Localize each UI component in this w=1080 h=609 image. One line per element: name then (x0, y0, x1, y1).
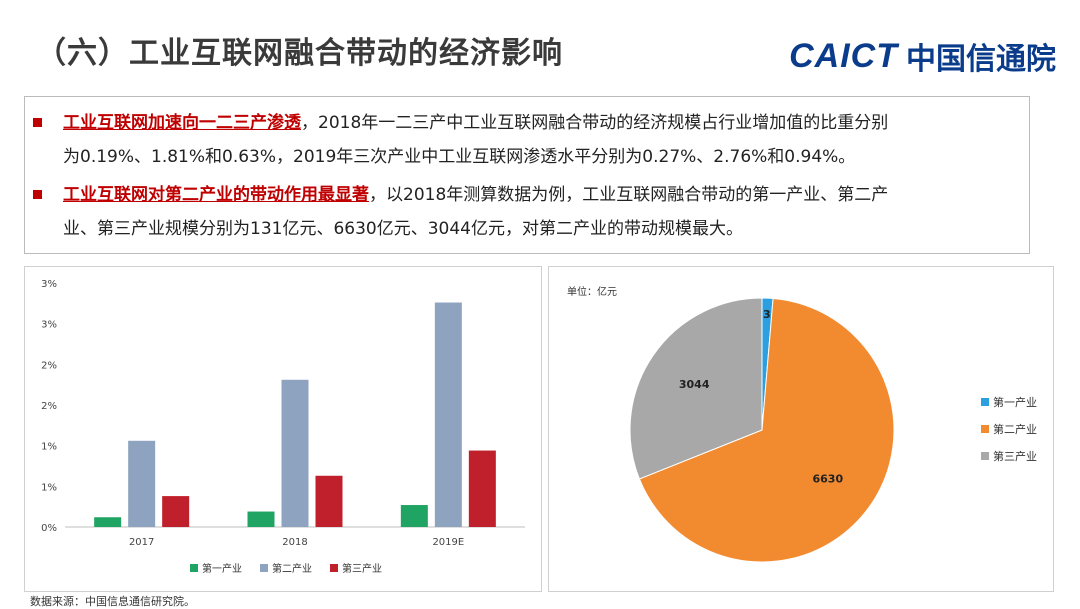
pie-legend-swatch-1 (981, 398, 989, 406)
summary-paragraph-2-text: ，以2018年测算数据为例，工业互联网融合带动的第一产业、第二产 (369, 185, 889, 205)
pie-legend-swatch-2 (981, 425, 989, 433)
y-tick-label: 2% (41, 401, 57, 412)
x-tick-label: 2017 (129, 537, 154, 548)
legend-swatch-2 (260, 564, 268, 572)
x-tick-label: 2019E (432, 537, 464, 548)
y-tick-label: 3% (41, 279, 57, 290)
summary-box: 工业互联网加速向一二三产渗透，2018年一二三产中工业互联网融合带动的经济规模占… (24, 96, 1030, 254)
summary-paragraph-2-highlight: 工业互联网对第二产业的带动作用最显著 (63, 185, 369, 205)
pie-legend-label: 第二产业 (993, 422, 1037, 436)
pie-legend-swatch-3 (981, 452, 989, 460)
y-tick-label: 0% (41, 523, 57, 534)
summary-paragraph-2-line-2: 业、第三产业规模分别为131亿元、6630亿元、3044亿元，对第二产业的带动规… (63, 219, 743, 239)
bar-2019E-series-3 (468, 450, 496, 527)
pie-slice-3 (629, 297, 763, 480)
pie-slice-2 (638, 297, 895, 563)
bar-2018-series-2 (281, 379, 309, 527)
legend-swatch-1 (190, 564, 198, 572)
data-source-note: 数据来源：中国信息通信研究院。 (30, 595, 195, 608)
bar-2017-series-3 (162, 496, 190, 527)
legend-swatch-3 (330, 564, 338, 572)
summary-paragraph-1-text: ，2018年一二三产中工业互联网融合带动的经济规模占行业增加值的比重分别 (301, 113, 889, 133)
y-tick-label: 1% (41, 442, 57, 453)
bar-2017-series-1 (94, 517, 122, 527)
bar-chart-panel: 0% 1% 1% 2% 2% 3% 3% 2017 2018 2019E 第一产业 第二产业 第三产业 (24, 266, 542, 592)
y-tick-label: 1% (41, 482, 57, 493)
bar-2018-series-3 (315, 475, 343, 527)
bar-2017-series-2 (128, 440, 156, 527)
legend-label: 第一产业 (202, 562, 242, 575)
x-tick-label: 2018 (282, 537, 307, 548)
summary-paragraph-2-line-1: 工业互联网对第二产业的带动作用最显著，以2018年测算数据为例，工业互联网融合带… (63, 179, 888, 211)
page-title: （六）工业互联网融合带动的经济影响 (36, 36, 563, 71)
summary-paragraph-1-highlight: 工业互联网加速向一二三产渗透 (63, 113, 301, 133)
bullet-square-icon (33, 118, 42, 127)
legend-label: 第三产业 (342, 562, 382, 575)
pie-legend-label: 第一产业 (993, 395, 1037, 409)
logo-chinese: 中国信通院 (906, 42, 1056, 77)
y-tick-label: 2% (41, 360, 57, 371)
pie-data-label: 6630 (812, 473, 843, 486)
pie-data-label: 3044 (679, 378, 710, 391)
legend-label: 第二产业 (272, 562, 312, 575)
bar-2019E-series-1 (400, 505, 428, 527)
bar-2019E-series-2 (434, 302, 462, 527)
summary-paragraph-1-line-1: 工业互联网加速向一二三产渗透，2018年一二三产中工业互联网融合带动的经济规模占… (63, 107, 888, 139)
pie-chart-panel: 单位：亿元 131 6630 3044 第一产业 第二产业 第三产业 (548, 266, 1054, 592)
bar-2018-series-1 (247, 511, 275, 527)
caict-logo: CAICT 中国信通院 (789, 34, 1056, 78)
bar-chart: 0% 1% 1% 2% 2% 3% 3% 2017 2018 2019E 第一产业 第二产业 第三产业 (41, 279, 525, 575)
y-tick-label: 3% (41, 320, 57, 331)
logo-latin: CAICT (789, 36, 898, 75)
summary-paragraph-1-line-2: 为0.19%、1.81%和0.63%，2019年三次产业中工业互联网渗透水平分别… (63, 147, 856, 167)
pie-legend-label: 第三产业 (993, 449, 1037, 463)
bullet-square-icon (33, 190, 42, 199)
pie-unit-label: 单位：亿元 (567, 285, 617, 298)
